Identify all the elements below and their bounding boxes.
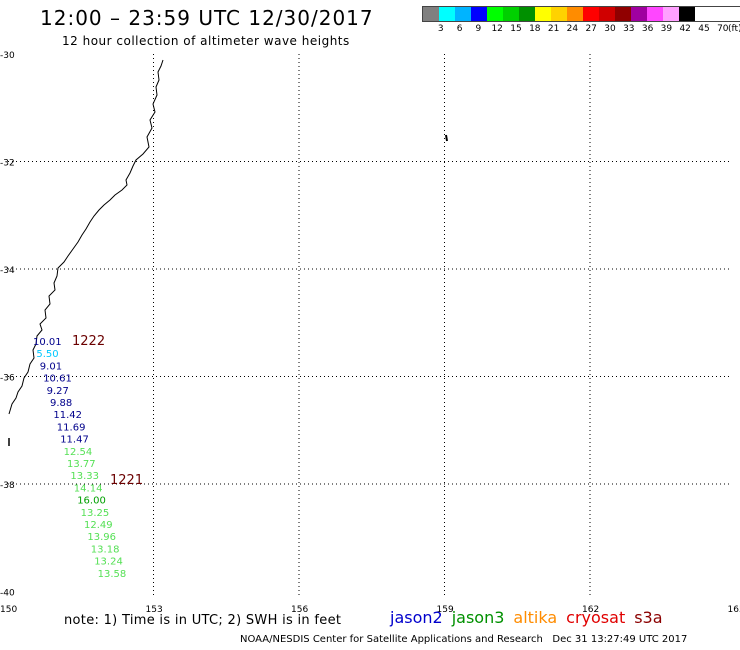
legend-label: 45 [698,24,710,34]
wave-height-label: 13.25 [81,508,110,519]
legend-label: 27 [585,24,597,34]
wave-height-label: 16.00 [77,496,106,507]
latitude-label: -34 [0,266,15,276]
footer-agency: NOAA/NESDIS Center for Satellite Applica… [240,634,543,645]
satellite-altika: altika [513,608,558,627]
latitude-label: -30 [0,51,15,61]
legend-unit: (ft) [728,24,740,34]
longitude-label: 153 [146,605,163,615]
legend-label: 18 [529,24,541,34]
satellite-s3a: s3a [634,608,663,627]
legend-swatch-8 [551,7,567,21]
latitude-label: -38 [0,481,15,491]
satellite-cryosat: cryosat [566,608,626,627]
latitude-label: -36 [0,374,15,384]
legend-swatch-12 [615,7,631,21]
footer: NOAA/NESDIS Center for Satellite Applica… [240,634,687,645]
legend-swatch-14 [647,7,663,21]
latitude-label: -32 [0,159,15,169]
legend-swatch-5 [503,7,519,21]
legend-label: 15 [510,24,522,34]
legend-swatch-4 [487,7,503,21]
legend-label: 36 [641,24,654,34]
legend-swatch-13 [631,7,647,21]
wave-height-label: 11.69 [57,422,86,433]
wave-height-label: 9.88 [50,398,72,409]
wave-height-label: 14.14 [74,483,103,494]
legend-swatch-9 [567,7,583,21]
coastline [8,59,164,415]
wave-height-label: 13.24 [94,557,123,568]
longitude-label: 150 [0,605,17,615]
satellite-jason2: jason2 [390,608,443,627]
wave-height-label: 13.77 [67,459,96,470]
longitude-label: 159 [437,605,454,615]
legend-label: 33 [623,24,635,34]
legend-swatch-2 [455,7,471,21]
wave-height-label: 9.01 [40,361,62,372]
legend-label: 39 [660,24,673,34]
wave-height-label: 13.33 [70,471,99,482]
wave-height-label: 9.27 [47,386,69,397]
satellite-jason3: jason3 [451,608,505,627]
legend-swatch-11 [599,7,615,21]
wave-height-label: 11.42 [53,410,82,421]
wave-height-label: 11.47 [60,435,89,446]
wave-height-label: 13.18 [91,544,120,555]
legend-swatch-1 [439,7,455,21]
legend-swatch-3 [471,7,487,21]
legend-swatch-6 [519,7,535,21]
longitude-label: 156 [291,605,308,615]
legend-swatches [422,6,740,22]
wave-height-label: 12.54 [64,447,93,458]
legend-label: 21 [547,24,560,34]
wave-height-label: 12.49 [84,520,113,531]
legend-label: 30 [604,24,616,34]
map-subtitle: 12 hour collection of altimeter wave hei… [62,34,350,48]
legend-swatch-0 [423,7,439,21]
legend-label: 3 [437,24,444,34]
wave-height-label: 13.96 [87,532,116,543]
legend-label: 70 [717,24,729,34]
legend-swatch-7 [535,7,551,21]
pass-label-1221: 1221 [110,473,143,488]
legend-label: 12 [491,24,503,34]
legend-swatch-16 [679,7,695,21]
island-marker [445,134,448,142]
map-title: 12:00 – 23:59 UTC 12/30/2017 [40,6,374,30]
latitude-label: -40 [0,589,15,599]
legend-swatch-15 [663,7,679,21]
wave-height-label: 5.50 [36,349,58,360]
wave-height-label: 13.58 [98,569,127,580]
legend-swatch-10 [583,7,599,21]
units-note: note: 1) Time is in UTC; 2) SWH is in fe… [64,613,342,628]
footer-timestamp: Dec 31 13:27:49 UTC 2017 [552,634,688,645]
legend-label: 24 [566,24,579,34]
legend-label: 6 [456,24,463,34]
longitude-label: 162 [582,605,599,615]
longitude-label: 165 [728,605,740,615]
legend-label: 9 [475,24,482,34]
satellite-legend: jason2 jason3 altika cryosat s3a [390,608,672,627]
wave-height-label: 10.01 [33,337,62,348]
pass-label-1222: 1222 [72,334,105,349]
legend-label: 42 [679,24,691,34]
lat-lon-grid [8,54,732,597]
axis-labels: -30 -32 -34 -36 -38 -40 150 153 156 159 162 165 [0,51,740,615]
wave-height-label: 10.61 [43,374,72,385]
